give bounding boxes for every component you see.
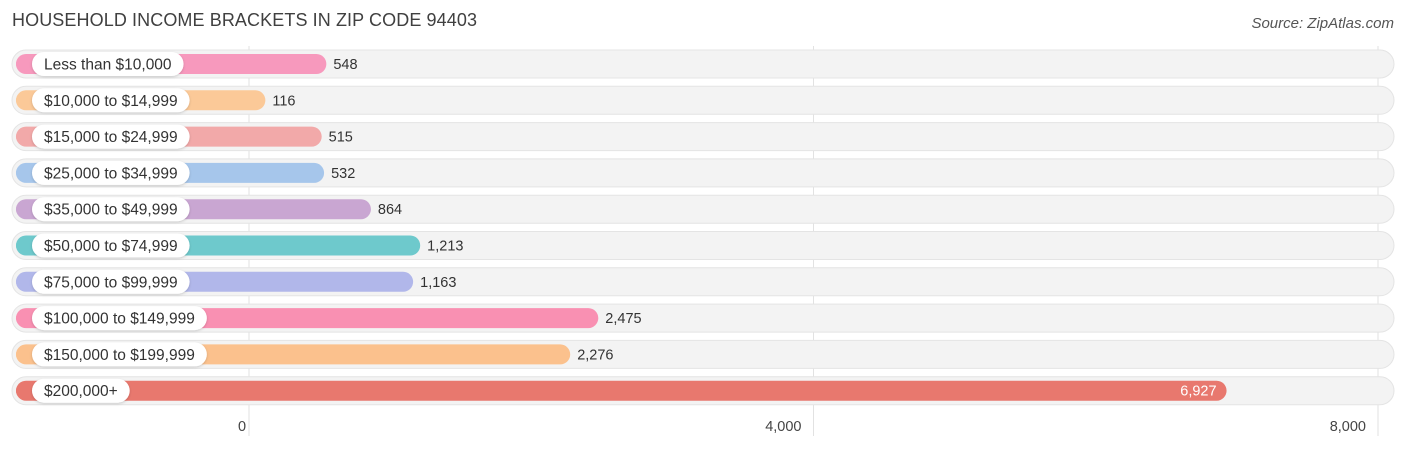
value-label: 532 bbox=[331, 166, 355, 182]
bar-dot bbox=[16, 273, 32, 290]
category-label-pill bbox=[32, 306, 207, 331]
category-label: Less than $10,000 bbox=[44, 57, 172, 74]
chart-title: HOUSEHOLD INCOME BRACKETS IN ZIP CODE 94… bbox=[12, 10, 478, 30]
chart-source: Source: ZipAtlas.com bbox=[1251, 15, 1394, 32]
bar-dot bbox=[16, 164, 32, 181]
category-label: $25,000 to $34,999 bbox=[44, 165, 178, 182]
value-label: 116 bbox=[272, 93, 295, 109]
category-label: $150,000 to $199,999 bbox=[44, 347, 195, 364]
category-label: $50,000 to $74,999 bbox=[44, 238, 178, 255]
bar-dot bbox=[16, 56, 32, 72]
bar-row: $50,000 to $74,999 1,213 bbox=[11, 231, 1395, 260]
value-label: 1,213 bbox=[427, 239, 463, 255]
category-label-pill bbox=[32, 342, 207, 367]
bar-row: $10,000 to $14,999 116 bbox=[11, 85, 1395, 115]
category-label-pill bbox=[32, 233, 190, 258]
value-label: 548 bbox=[333, 57, 357, 73]
bar bbox=[16, 380, 1227, 401]
category-label: $200,000+ bbox=[44, 383, 118, 400]
category-label-pill bbox=[32, 52, 184, 76]
category-label-pill bbox=[32, 269, 190, 294]
bar-row: $15,000 to $24,999 515 bbox=[11, 122, 1395, 152]
x-tick-label: 4,000 bbox=[765, 419, 801, 435]
bar-rows: Less than $10,000 548 $10,000 to $14,999 11… bbox=[11, 49, 1395, 406]
bar-row: $150,000 to $199,999 2,276 bbox=[11, 339, 1395, 369]
bar-track bbox=[11, 85, 1395, 115]
category-label-pill bbox=[32, 88, 190, 113]
bar-row: Less than $10,000 548 bbox=[11, 49, 1395, 79]
value-label: 515 bbox=[329, 130, 353, 146]
bar-track bbox=[11, 158, 1395, 188]
bar-dot bbox=[16, 201, 32, 218]
category-label: $35,000 to $49,999 bbox=[44, 202, 178, 219]
category-label-pill bbox=[32, 160, 190, 185]
category-label: $75,000 to $99,999 bbox=[44, 274, 178, 291]
category-label: $15,000 to $24,999 bbox=[44, 129, 178, 146]
bar-row: $100,000 to $149,999 2,475 bbox=[11, 303, 1395, 333]
category-label-pill bbox=[32, 124, 190, 149]
category-label-pill bbox=[32, 197, 190, 222]
x-tick-label: 8,000 bbox=[1330, 419, 1366, 435]
category-label-pill bbox=[32, 378, 130, 403]
bar-dot bbox=[16, 310, 32, 327]
value-label: 2,276 bbox=[577, 347, 613, 363]
bar-track bbox=[11, 49, 1395, 79]
value-label: 864 bbox=[378, 202, 402, 218]
value-label: 1,163 bbox=[420, 275, 456, 291]
bar-dot bbox=[16, 128, 32, 145]
x-tick-label: 0 bbox=[238, 419, 246, 435]
category-label: $100,000 to $149,999 bbox=[44, 311, 195, 328]
value-label: 2,475 bbox=[605, 311, 641, 327]
category-label: $10,000 to $14,999 bbox=[44, 93, 178, 110]
bar-dot bbox=[16, 346, 32, 363]
bar-row: $200,000+ 6,927 bbox=[11, 376, 1395, 406]
bar-row: $75,000 to $99,999 1,163 bbox=[11, 267, 1395, 297]
bar-track bbox=[11, 122, 1395, 152]
bar-row: $25,000 to $34,999 532 bbox=[11, 158, 1395, 188]
x-axis-ticks: 0 4,000 8,000 bbox=[238, 419, 1366, 435]
bar-row: $35,000 to $49,999 864 bbox=[11, 194, 1395, 224]
bar-dot bbox=[16, 237, 32, 254]
bar-dot bbox=[16, 92, 32, 109]
bar-dot bbox=[16, 382, 32, 399]
value-label: 6,927 bbox=[1180, 384, 1216, 400]
